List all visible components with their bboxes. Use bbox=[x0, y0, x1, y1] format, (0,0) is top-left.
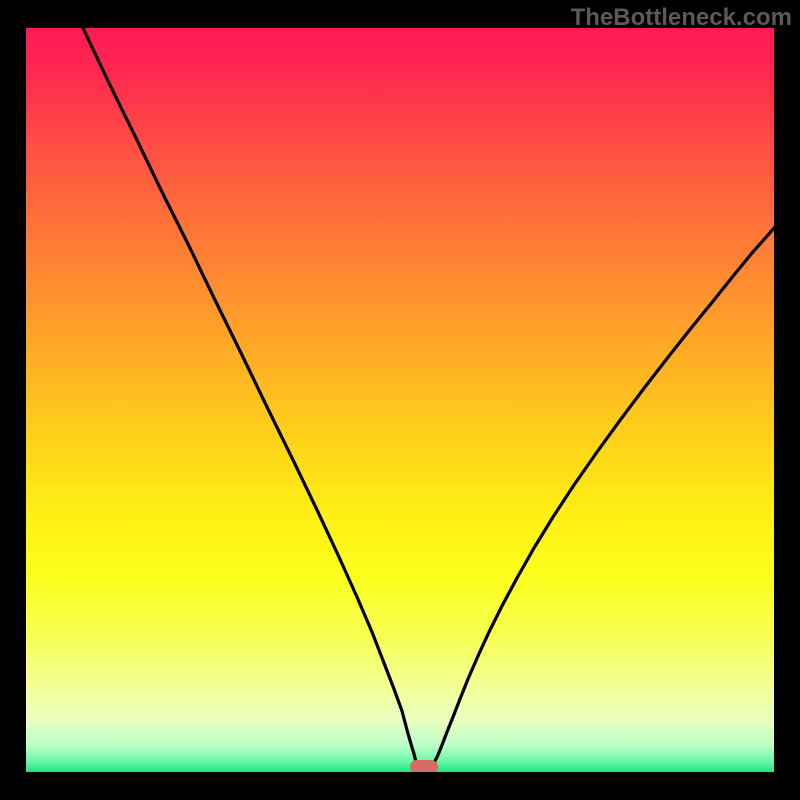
plot-area bbox=[26, 28, 774, 772]
bottleneck-curve bbox=[26, 28, 774, 772]
watermark-text: TheBottleneck.com bbox=[571, 4, 792, 32]
optimum-marker bbox=[410, 760, 438, 772]
curve-path bbox=[83, 28, 774, 772]
